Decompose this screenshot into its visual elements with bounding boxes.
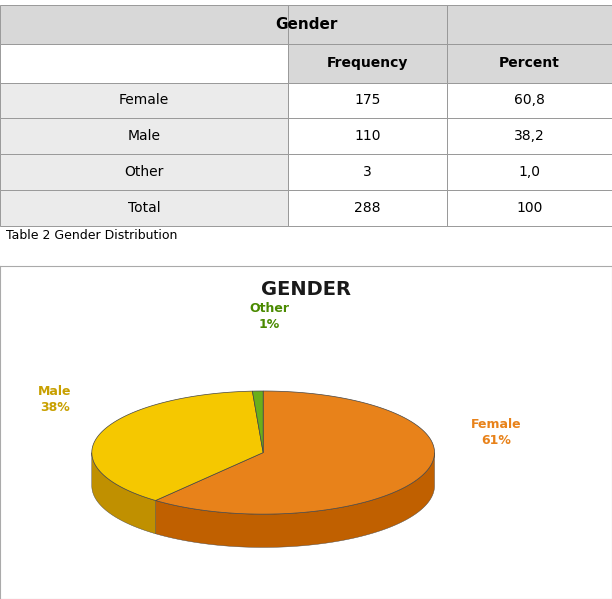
- Bar: [288, 44, 447, 83]
- Text: Male
38%: Male 38%: [39, 385, 72, 414]
- Text: 1,0: 1,0: [518, 165, 540, 179]
- Text: Table 2 Gender Distribution: Table 2 Gender Distribution: [6, 229, 177, 242]
- Text: Other: Other: [124, 165, 163, 179]
- Text: Male: Male: [127, 129, 160, 143]
- Text: 288: 288: [354, 201, 381, 215]
- Bar: [0, 119, 288, 155]
- Bar: [447, 190, 612, 226]
- Polygon shape: [155, 453, 435, 547]
- Bar: [288, 155, 447, 190]
- Text: 60,8: 60,8: [514, 93, 545, 107]
- Text: 100: 100: [516, 201, 543, 215]
- Bar: [0, 155, 288, 190]
- Bar: [288, 190, 447, 226]
- Text: 3: 3: [363, 165, 371, 179]
- Polygon shape: [92, 453, 155, 534]
- Polygon shape: [92, 391, 263, 501]
- Text: Other
1%: Other 1%: [249, 302, 289, 331]
- Text: 175: 175: [354, 93, 381, 107]
- Text: Female
61%: Female 61%: [471, 418, 521, 447]
- Bar: [288, 119, 447, 155]
- Bar: [447, 155, 612, 190]
- Bar: [447, 44, 612, 83]
- Bar: [0, 5, 288, 44]
- Text: Percent: Percent: [499, 56, 560, 70]
- Text: Total: Total: [127, 201, 160, 215]
- Bar: [0, 83, 288, 119]
- Bar: [0, 190, 288, 226]
- Polygon shape: [252, 391, 263, 453]
- Bar: [447, 5, 612, 44]
- Bar: [447, 119, 612, 155]
- Text: 110: 110: [354, 129, 381, 143]
- Bar: [447, 83, 612, 119]
- Polygon shape: [155, 391, 435, 514]
- Text: Female: Female: [119, 93, 169, 107]
- Bar: [288, 5, 447, 44]
- Text: Gender: Gender: [275, 17, 337, 32]
- Text: Frequency: Frequency: [327, 56, 408, 70]
- Text: GENDER: GENDER: [261, 280, 351, 299]
- Bar: [288, 83, 447, 119]
- Bar: [0, 44, 288, 83]
- Text: 38,2: 38,2: [514, 129, 545, 143]
